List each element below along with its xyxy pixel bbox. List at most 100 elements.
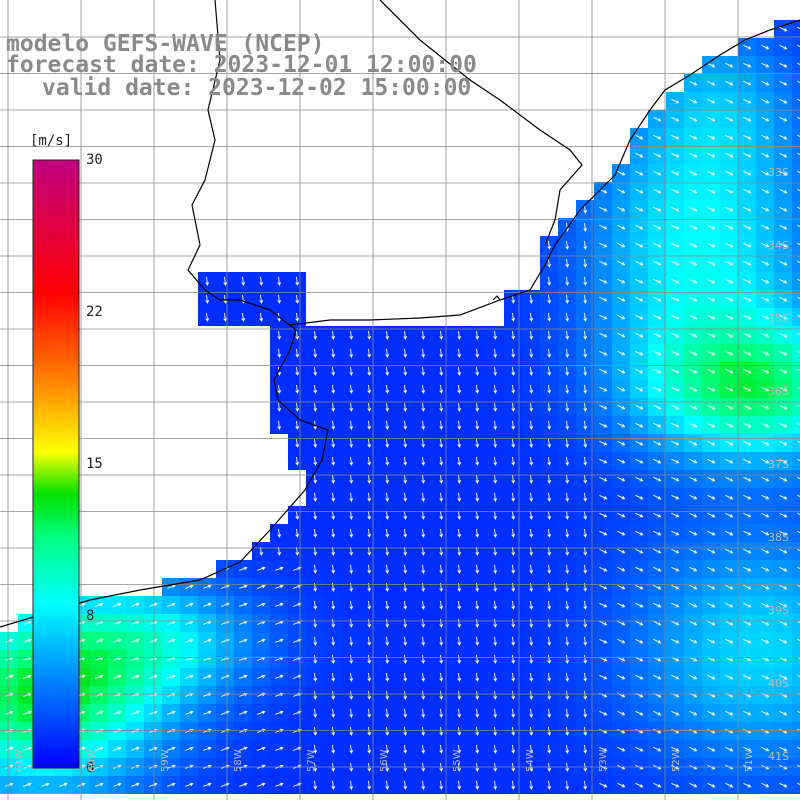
wind-arrow (5, 728, 14, 733)
wind-arrow (439, 600, 444, 610)
wind-arrow (743, 44, 752, 50)
wind-arrow (367, 528, 372, 538)
wind-arrow (511, 348, 516, 358)
wind-arrow (203, 584, 212, 589)
wind-arrow (725, 314, 734, 320)
wind-arrow (167, 638, 176, 643)
wind-arrow (653, 224, 662, 230)
wind-arrow (167, 782, 176, 787)
wind-arrow (797, 404, 800, 408)
wind-arrow (671, 638, 680, 644)
wind-arrow (635, 152, 644, 158)
wind-arrow (797, 350, 800, 354)
wind-arrow (223, 312, 228, 322)
wind-arrow (583, 528, 588, 538)
wind-arrow (331, 672, 336, 682)
wind-arrow (439, 366, 444, 376)
wind-arrow (707, 584, 716, 590)
wind-arrow (385, 780, 390, 790)
wind-arrow (599, 278, 608, 284)
wind-arrow (565, 510, 570, 520)
wind-arrow (529, 744, 534, 754)
wind-arrow (689, 224, 698, 230)
field-cell (792, 704, 800, 722)
wind-arrow (797, 782, 800, 786)
wind-arrow (331, 348, 336, 358)
wind-arrow (599, 332, 608, 338)
wind-arrow (689, 494, 698, 500)
wind-arrow (707, 80, 716, 86)
wind-arrow (635, 530, 644, 536)
wind-arrow (725, 350, 734, 356)
wind-arrow (293, 602, 302, 607)
wind-arrow (457, 438, 462, 448)
wind-arrow (689, 350, 698, 356)
wind-arrow (671, 242, 680, 248)
wind-arrow (707, 620, 716, 626)
wind-arrow (95, 746, 104, 751)
wind-arrow (617, 548, 626, 554)
field-cell (792, 506, 800, 524)
wind-arrow (439, 402, 444, 412)
wind-arrow (635, 134, 644, 140)
wind-arrow (689, 368, 698, 374)
wind-arrow (529, 510, 534, 520)
wind-arrow (493, 348, 498, 358)
latitude-label: 33S (768, 166, 789, 179)
wind-arrow (583, 438, 588, 448)
wind-arrow (349, 474, 354, 484)
wind-arrow (707, 746, 716, 752)
wind-arrow (239, 674, 248, 679)
wind-arrow (475, 474, 480, 484)
wind-arrow (583, 330, 588, 340)
wind-arrow (349, 456, 354, 466)
wind-arrow (635, 404, 644, 410)
field-cell (792, 686, 800, 704)
wind-arrow (617, 494, 626, 500)
wind-arrow (761, 584, 770, 590)
wind-arrow (529, 618, 534, 628)
wind-arrow (689, 116, 698, 122)
wind-arrow (475, 618, 480, 628)
wind-arrow (689, 134, 698, 140)
wind-arrow (599, 782, 608, 788)
wind-arrow (385, 600, 390, 610)
wind-arrow (617, 368, 626, 374)
wind-arrow (671, 584, 680, 590)
wind-arrow (797, 548, 800, 552)
wind-arrow (583, 258, 588, 268)
wind-arrow (529, 438, 534, 448)
wind-arrow (403, 348, 408, 358)
wind-arrow (313, 384, 318, 394)
wind-arrow (511, 474, 516, 484)
wind-arrow (565, 330, 570, 340)
wind-arrow (565, 492, 570, 502)
wind-arrow (689, 782, 698, 788)
wind-arrow (617, 386, 626, 392)
wind-arrow (257, 566, 266, 571)
wind-arrow (583, 222, 588, 232)
wind-arrow (599, 314, 608, 320)
wind-arrow (275, 710, 284, 715)
wind-arrow (203, 728, 212, 733)
field-cell (792, 560, 800, 578)
wind-arrow (313, 690, 318, 700)
wind-arrow (421, 420, 426, 430)
field-cell (792, 200, 800, 218)
wind-arrow (439, 654, 444, 664)
wind-arrow (493, 726, 498, 736)
wind-arrow (367, 384, 372, 394)
wind-arrow (511, 618, 516, 628)
wind-arrow (403, 780, 408, 790)
wind-arrow (583, 654, 588, 664)
wind-arrow (421, 456, 426, 466)
wind-arrow (565, 636, 570, 646)
wind-arrow (439, 744, 444, 754)
wind-arrow (295, 456, 300, 466)
wind-arrow (653, 494, 662, 500)
wind-arrow (779, 422, 788, 428)
wind-arrow (529, 726, 534, 736)
wind-arrow (725, 674, 734, 680)
wind-arrow (761, 188, 770, 194)
